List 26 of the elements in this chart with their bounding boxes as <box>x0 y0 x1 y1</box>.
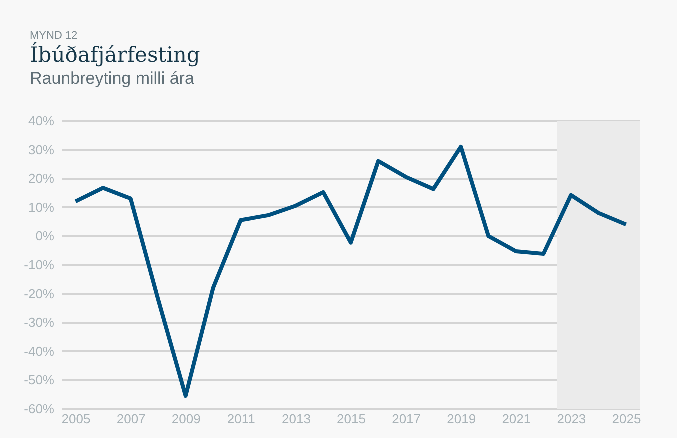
x-tick-label: 2021 <box>502 412 532 426</box>
x-tick-label: 2025 <box>612 412 642 426</box>
x-tick-label: 2023 <box>557 412 586 426</box>
x-tick-label: 2009 <box>172 412 201 426</box>
y-tick-label: -10% <box>24 258 55 272</box>
x-tick-label: 2011 <box>227 412 256 426</box>
x-tick-label: 2015 <box>337 412 366 426</box>
y-tick-label: -50% <box>24 372 55 388</box>
x-tick-label: 2019 <box>447 412 476 426</box>
x-tick-label: 2013 <box>282 412 311 426</box>
y-tick-label: 30% <box>28 142 55 158</box>
text: MYND 12 <box>30 30 78 42</box>
x-tick-label: 2007 <box>116 412 146 426</box>
y-tick-label: -40% <box>24 344 55 359</box>
chart-subtitle: Raunbreyting milli ára <box>30 69 195 88</box>
chart-title: Íbúðafjárfesting <box>30 42 200 67</box>
x-tick-label: 2005 <box>62 412 91 426</box>
line-series <box>74 144 628 398</box>
y-tick-label: -20% <box>24 286 55 302</box>
y-tick-label: -30% <box>24 315 55 330</box>
y-tick-label: 0% <box>36 228 55 244</box>
y-tick-label: 40% <box>28 114 55 128</box>
y-tick-label: 10% <box>28 200 55 215</box>
y-tick-label: -60% <box>24 402 55 416</box>
y-tick-label: 20% <box>28 171 55 186</box>
x-tick-label: 2017 <box>392 412 422 426</box>
